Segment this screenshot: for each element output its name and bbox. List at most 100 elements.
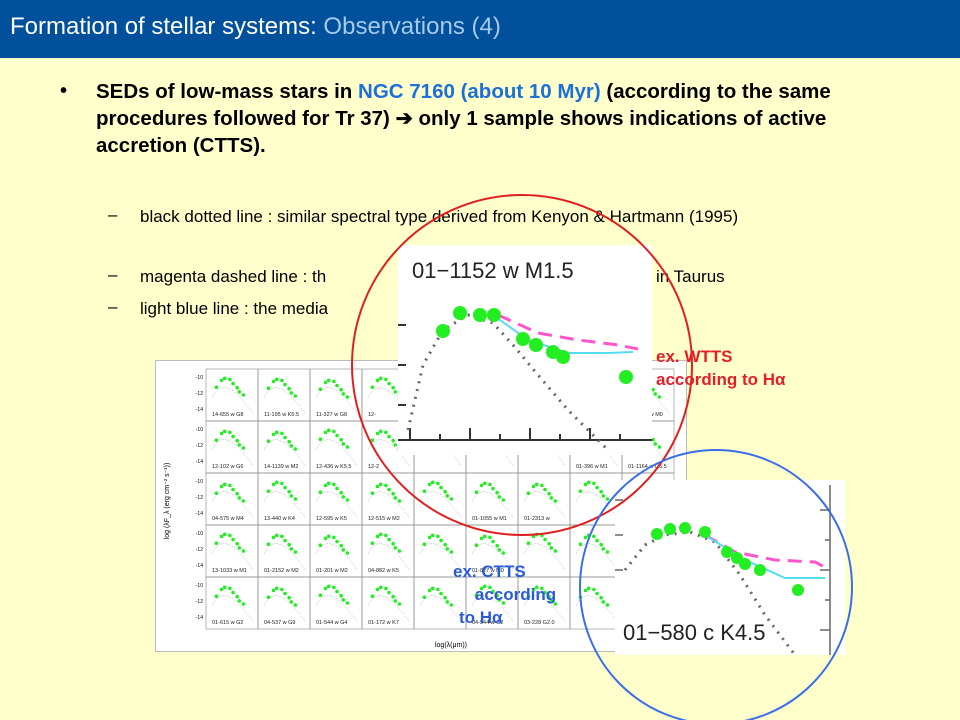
zoom-wtts-plot: 01−1152 w M1.5 [398, 258, 652, 452]
sed-point [387, 537, 391, 542]
sed-point [501, 601, 506, 605]
sed-point [497, 548, 502, 552]
sed-point [219, 378, 224, 383]
sed-point [387, 381, 391, 386]
sed-point [586, 533, 591, 538]
sed-panel [413, 472, 467, 526]
sed-point [326, 428, 331, 433]
sed-point [231, 381, 235, 386]
sed-point [605, 497, 610, 501]
sed-point [599, 489, 603, 494]
sed-panel-label: 03-228 G2.0 [524, 620, 555, 626]
sed-point [378, 482, 383, 487]
sed-panel: 01-2313 w [517, 472, 571, 526]
main-bullet: SEDs of low-mass stars in NGC 7160 (abou… [96, 78, 916, 159]
sed-point [241, 602, 246, 606]
sed-panel-label: 01-172 w K7 [368, 620, 399, 626]
sed-point [228, 483, 232, 488]
sed-point [214, 594, 219, 598]
sed-point [534, 532, 539, 537]
sed-point [393, 443, 398, 447]
sed-point [601, 547, 606, 551]
bullet-part1: SEDs of low-mass stars in [96, 80, 359, 103]
sed-panel-label: 12-595 w K5 [316, 516, 347, 522]
sed-point [289, 547, 294, 551]
sed-point [228, 533, 232, 538]
sed-point [271, 379, 276, 384]
sed-panel: 13-1033 w M1 [205, 524, 259, 578]
sed-point [341, 442, 346, 446]
sed-point [266, 595, 271, 599]
sed-point [501, 551, 506, 555]
sed-point [214, 385, 219, 389]
y-axis-label: log (λF_λ (erg cm⁻² s⁻¹)) [164, 463, 171, 540]
sed-point [323, 586, 328, 591]
sed-point [287, 386, 291, 391]
sed-panel-label: 01-544 w G4 [316, 620, 348, 626]
sed-point [341, 548, 346, 552]
sed-point [384, 377, 388, 382]
zoom-wtts-label: 01−1152 w M1.5 [412, 258, 574, 283]
sed-point [341, 598, 346, 602]
y-tick-label: -14 [196, 407, 203, 413]
sed-point [375, 431, 380, 436]
sed-point [391, 385, 395, 390]
sed-point [479, 536, 484, 541]
sed-panel: 11-327 w G8 [309, 368, 363, 422]
sed-point [222, 482, 227, 487]
sed-point [235, 594, 239, 599]
sed-point [482, 584, 487, 589]
sed-point [287, 595, 291, 600]
sed-point [237, 390, 242, 394]
sed-point [549, 599, 554, 603]
sed-point [283, 591, 287, 596]
sed-point [280, 534, 284, 539]
sed-point [332, 379, 336, 384]
y-tick-label: -10 [196, 531, 203, 537]
sed-point [592, 534, 596, 539]
sed-point [397, 549, 402, 553]
y-tick-label: -14 [196, 459, 203, 465]
sed-point [339, 490, 343, 495]
sed-point [214, 541, 219, 545]
sed-point [497, 598, 502, 602]
sed-point [274, 377, 279, 382]
y-tick-label: -10 [196, 479, 203, 485]
sed-point [335, 539, 339, 544]
sed-point [231, 590, 235, 595]
sed-point [323, 536, 328, 541]
sed-point [332, 535, 336, 540]
sed-point [339, 593, 343, 598]
zoom-ctts-panel: 01−580 c K4.5 [615, 480, 845, 656]
sed-point [540, 483, 544, 488]
sed-point [293, 550, 298, 554]
sed-point [339, 437, 343, 442]
sed-point [280, 481, 284, 486]
sed-point [274, 480, 279, 485]
sed-point [378, 376, 383, 381]
sed-point [266, 542, 271, 546]
sed-point [578, 489, 583, 493]
zoom-ctts-plot: 01−580 c K4.5 [615, 485, 831, 656]
sed-point [436, 481, 440, 486]
sed-point [318, 490, 323, 494]
sed-point [495, 490, 499, 495]
sed-point [370, 491, 375, 495]
sed-point [235, 491, 239, 496]
sed-point [430, 586, 435, 591]
sed-panel: 01-172 w K7 [361, 576, 415, 630]
sed-point [491, 539, 495, 544]
sed-point [280, 587, 284, 592]
sed-point [445, 547, 450, 551]
sed-point [289, 494, 294, 498]
sed-point [293, 394, 298, 398]
sed-point [583, 535, 588, 540]
sed-panel: 11-195 w K5.5 [257, 368, 311, 422]
sed-point [326, 584, 331, 589]
sed-point [488, 482, 492, 487]
sed-point [378, 585, 383, 590]
sed-point [443, 595, 447, 600]
sub-bullet-1: black dotted line : similar spectral typ… [140, 207, 739, 226]
sed-panel: 12-436 w K5.5 [309, 420, 363, 474]
sed-point [387, 434, 391, 439]
